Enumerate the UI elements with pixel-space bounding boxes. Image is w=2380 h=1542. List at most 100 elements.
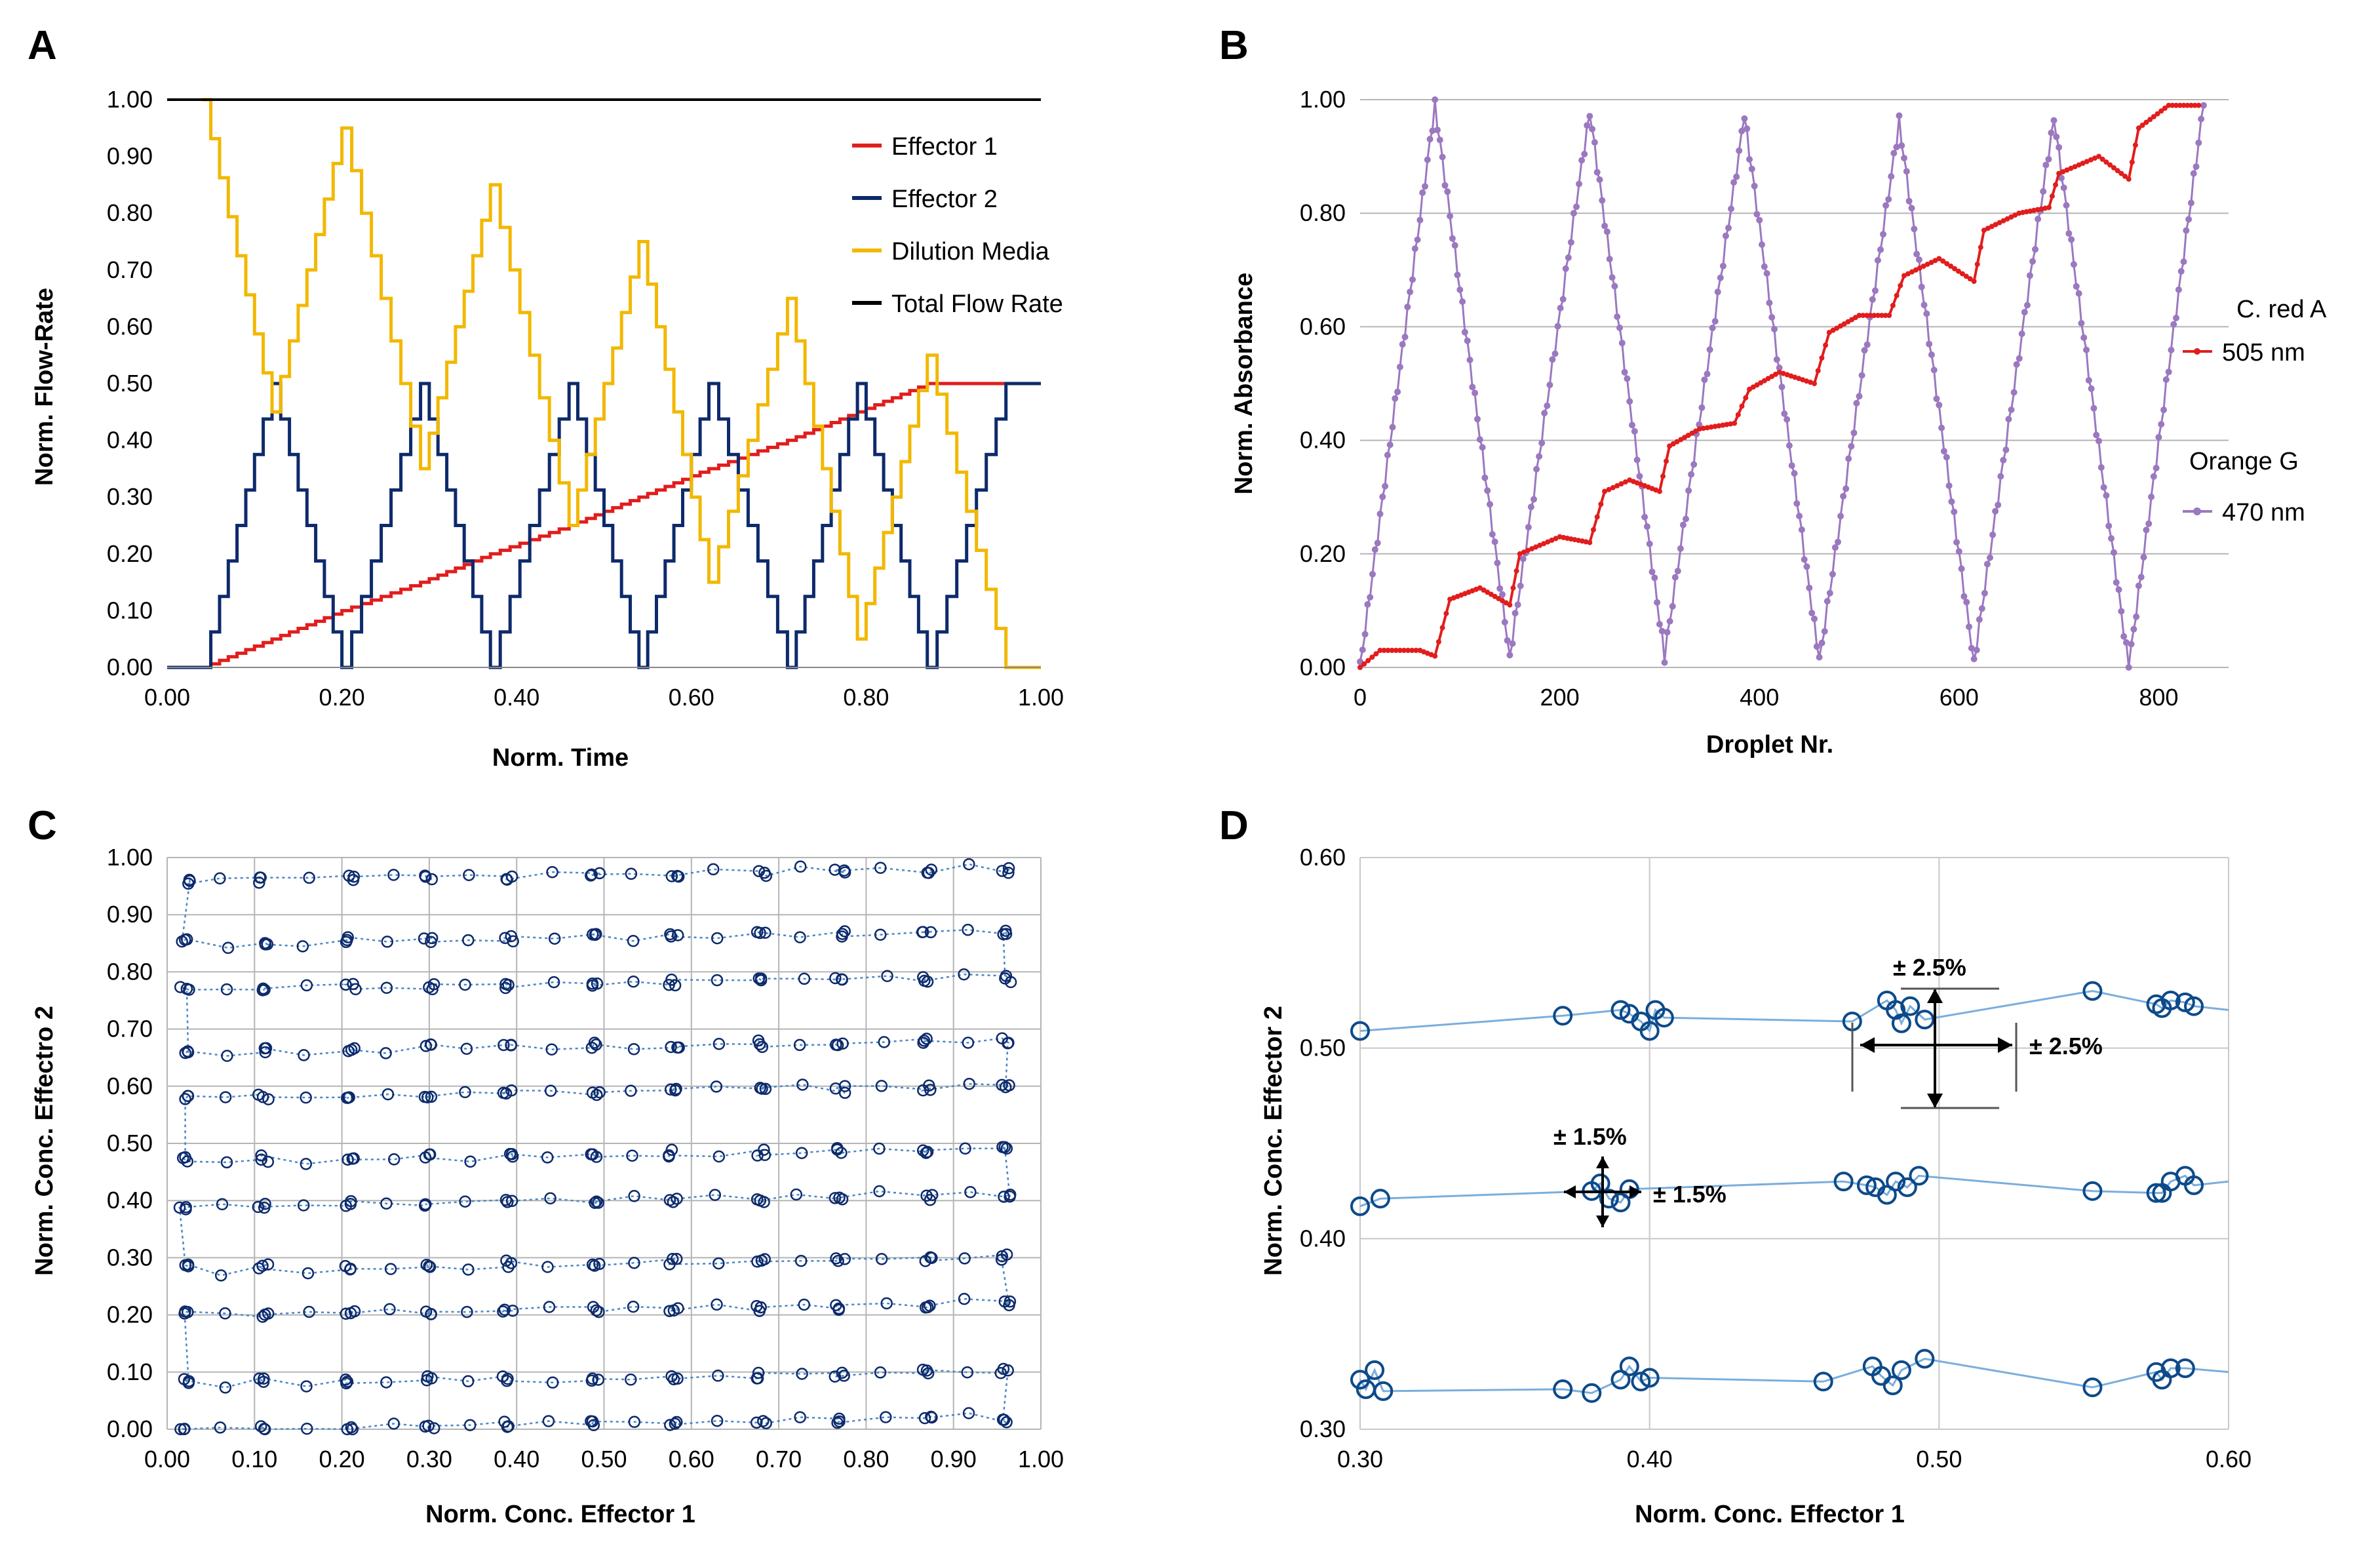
panel-b-point-orange-g bbox=[1554, 323, 1561, 330]
panel-d-point bbox=[1610, 1193, 1631, 1213]
legend-label-dilution-media: Dilution Media bbox=[891, 238, 1050, 266]
panel-c-ytick-label: 0.90 bbox=[107, 901, 153, 928]
panel-b-point-orange-g bbox=[1850, 429, 1858, 437]
panel-c-point bbox=[878, 1036, 891, 1048]
panel-b-point-orange-g bbox=[2008, 406, 2015, 413]
panel-d-point bbox=[1373, 1381, 1394, 1401]
panel-c-point bbox=[585, 1148, 597, 1160]
panel-b-point-orange-g bbox=[2065, 230, 2073, 237]
panel-c-point bbox=[663, 1305, 676, 1317]
panel-c-point bbox=[838, 1253, 851, 1265]
panel-b-point-c-red-a bbox=[1932, 258, 1938, 264]
panel-b-point-orange-g bbox=[1509, 640, 1516, 647]
panel-d-point bbox=[1891, 1013, 1911, 1033]
panel-b-point-c-red-a bbox=[1409, 648, 1415, 653]
panel-d-xtick-label: 0.40 bbox=[1627, 1446, 1673, 1473]
panel-d-point bbox=[2146, 1183, 2166, 1203]
panel-b-point-orange-g bbox=[2010, 389, 2018, 396]
panel-d-gridlines bbox=[1359, 857, 2229, 1430]
panel-c-point bbox=[593, 1305, 605, 1318]
panel-b-point-orange-g bbox=[1883, 202, 1890, 209]
panel-b-point-c-red-a bbox=[2099, 156, 2105, 162]
panel-b-point-orange-g bbox=[2195, 139, 2202, 146]
panel-b-point-orange-g bbox=[1557, 304, 1564, 311]
panel-b-point-c-red-a bbox=[1587, 540, 1593, 545]
panel-c-point bbox=[712, 1370, 724, 1382]
panel-b-point-orange-g bbox=[1394, 388, 1401, 395]
panel-c-point bbox=[962, 1037, 975, 1049]
panel-c-point bbox=[505, 1195, 518, 1208]
legend-marker-c-red-a bbox=[2194, 348, 2200, 355]
panel-c-point bbox=[711, 1298, 723, 1311]
panel-b-point-orange-g bbox=[2140, 553, 2147, 561]
panel-b-point-orange-g bbox=[1688, 471, 1695, 478]
panel-b-point-orange-g bbox=[1591, 139, 1598, 146]
panel-c-point bbox=[502, 979, 515, 991]
panel-c-point bbox=[589, 1196, 601, 1209]
panel-b-point-orange-g bbox=[2080, 334, 2088, 341]
legend-label-effector-2: Effector 2 bbox=[891, 186, 998, 213]
panel-c-point bbox=[459, 1195, 471, 1208]
panel-c-point bbox=[219, 1307, 231, 1320]
panel-b-point-c-red-a bbox=[2115, 168, 2120, 174]
panel-c-point bbox=[498, 1303, 511, 1316]
panel-b-point-c-red-a bbox=[1948, 264, 1954, 269]
panel-b-point-orange-g bbox=[1738, 127, 1746, 134]
panel-a-xtick-label: 1.00 bbox=[1018, 684, 1064, 711]
panel-b-point-orange-g bbox=[1751, 182, 1758, 189]
panel-c-point bbox=[709, 1189, 722, 1201]
panel-c-point bbox=[838, 1080, 851, 1092]
panel-b-point-orange-g bbox=[1479, 444, 1486, 451]
panel-b-point-orange-g bbox=[2090, 405, 2097, 412]
panel-d-point bbox=[1639, 1368, 1660, 1388]
panel-b-point-orange-g bbox=[1669, 603, 1676, 610]
panel-c-point bbox=[419, 1040, 433, 1052]
panel-a-ytick-label: 0.30 bbox=[107, 483, 153, 510]
panel-b-point-c-red-a bbox=[1808, 380, 1813, 386]
panel-c-point bbox=[750, 1416, 763, 1429]
panel-c-point bbox=[427, 1422, 440, 1434]
panel-b-point-orange-g bbox=[1955, 548, 1962, 555]
panel-b-point-orange-g bbox=[1432, 96, 1439, 103]
panel-b-point-c-red-a bbox=[1357, 665, 1363, 670]
panel-c-point bbox=[961, 1366, 974, 1379]
arrowhead-up-icon bbox=[1927, 989, 1943, 1003]
panel-c-point bbox=[922, 1367, 935, 1379]
panel-b-point-orange-g bbox=[1778, 384, 1785, 391]
panel-b-point-orange-g bbox=[2190, 170, 2197, 177]
panel-c-point bbox=[924, 1251, 937, 1264]
panel-a-ylabel: Norm. Flow-Rate bbox=[31, 288, 58, 486]
panel-b-point-orange-g bbox=[1499, 591, 1506, 598]
panel-b-point-orange-g bbox=[1472, 389, 1479, 397]
panel-c-xtick-label: 0.40 bbox=[494, 1446, 539, 1473]
panel-b-point-c-red-a bbox=[2181, 102, 2187, 108]
panel-b-point-orange-g bbox=[1958, 565, 1965, 572]
panel-c-point bbox=[546, 1376, 559, 1389]
panel-b-point-c-red-a bbox=[1739, 403, 1745, 409]
panel-b-ytick-label: 0.40 bbox=[1300, 427, 1346, 454]
panel-c-ytick-label: 0.00 bbox=[107, 1415, 153, 1442]
panel-b-point-c-red-a bbox=[2080, 161, 2086, 166]
panel-b-point-orange-g bbox=[2050, 117, 2058, 124]
panel-d-series-line bbox=[1359, 1357, 2229, 1394]
panel-b-point-c-red-a bbox=[1898, 283, 1903, 288]
panel-b-point-orange-g bbox=[1374, 540, 1381, 547]
panel-c-point bbox=[926, 1411, 938, 1424]
panel-b-point-c-red-a bbox=[1978, 245, 1983, 250]
panel-c-point bbox=[507, 935, 519, 948]
panel-d-point bbox=[1877, 1185, 1897, 1205]
panel-d-point bbox=[1909, 1166, 1929, 1186]
panel-b-point-orange-g bbox=[1869, 296, 1876, 303]
panel-c-point bbox=[221, 1050, 233, 1062]
panel-b-point-orange-g bbox=[1384, 452, 1391, 459]
panel-c-point bbox=[628, 1190, 640, 1202]
panel-c-point bbox=[258, 1308, 271, 1321]
panel-c-point bbox=[259, 1197, 271, 1210]
panel-b-point-orange-g bbox=[1816, 654, 1823, 661]
panel-d-point bbox=[2184, 1175, 2204, 1195]
panel-b-point-orange-g bbox=[1444, 188, 1451, 195]
panel-b-point-orange-g bbox=[2000, 456, 2007, 464]
panel-b-point-orange-g bbox=[1928, 351, 1935, 359]
panel-b-point-orange-g bbox=[1658, 627, 1666, 635]
panel-c-point bbox=[665, 1370, 678, 1383]
